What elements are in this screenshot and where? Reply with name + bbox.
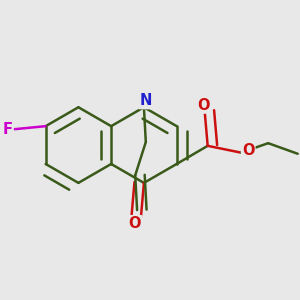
Text: O: O	[129, 216, 141, 231]
Text: O: O	[242, 143, 254, 158]
Text: F: F	[2, 122, 12, 137]
Text: N: N	[140, 93, 152, 108]
Text: O: O	[197, 98, 210, 112]
